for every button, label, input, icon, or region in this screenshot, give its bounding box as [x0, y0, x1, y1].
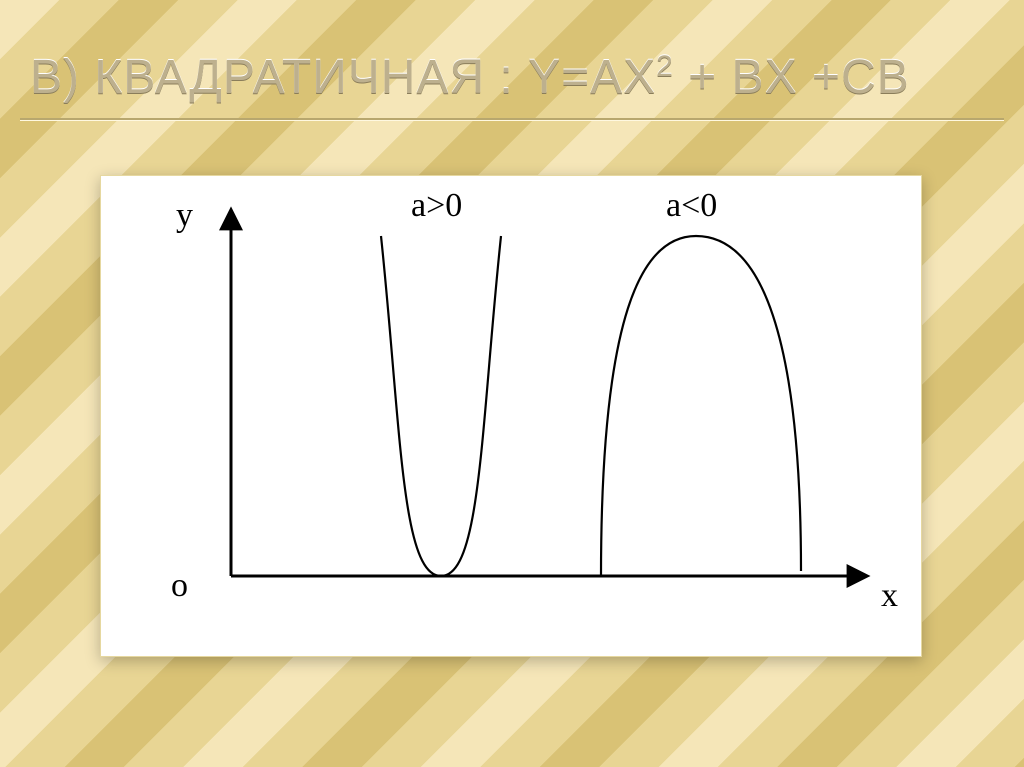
slide: В) КВАДРАТИЧНАЯ : Y=AX2 + BX +CВ y x o a… [0, 0, 1024, 767]
parabola-up [381, 236, 501, 576]
parabola-down [601, 236, 801, 576]
origin-label: o [171, 567, 188, 604]
chart-frame: y x o a>0 a<0 [100, 175, 922, 657]
title-prefix: В) КВАДРАТИЧНАЯ : Y=AX [30, 51, 656, 104]
title-superscript: 2 [656, 50, 674, 83]
slide-title: В) КВАДРАТИЧНАЯ : Y=AX2 + BX +CВ [30, 50, 910, 105]
parabola-diagram: y x o a>0 a<0 [101, 176, 921, 656]
label-a-negative: a<0 [666, 187, 717, 224]
title-suffix: + BX +CВ [674, 51, 910, 104]
title-underline [20, 118, 1004, 120]
y-axis-label: y [176, 197, 193, 234]
x-axis-label: x [881, 577, 898, 614]
label-a-positive: a>0 [411, 187, 462, 224]
